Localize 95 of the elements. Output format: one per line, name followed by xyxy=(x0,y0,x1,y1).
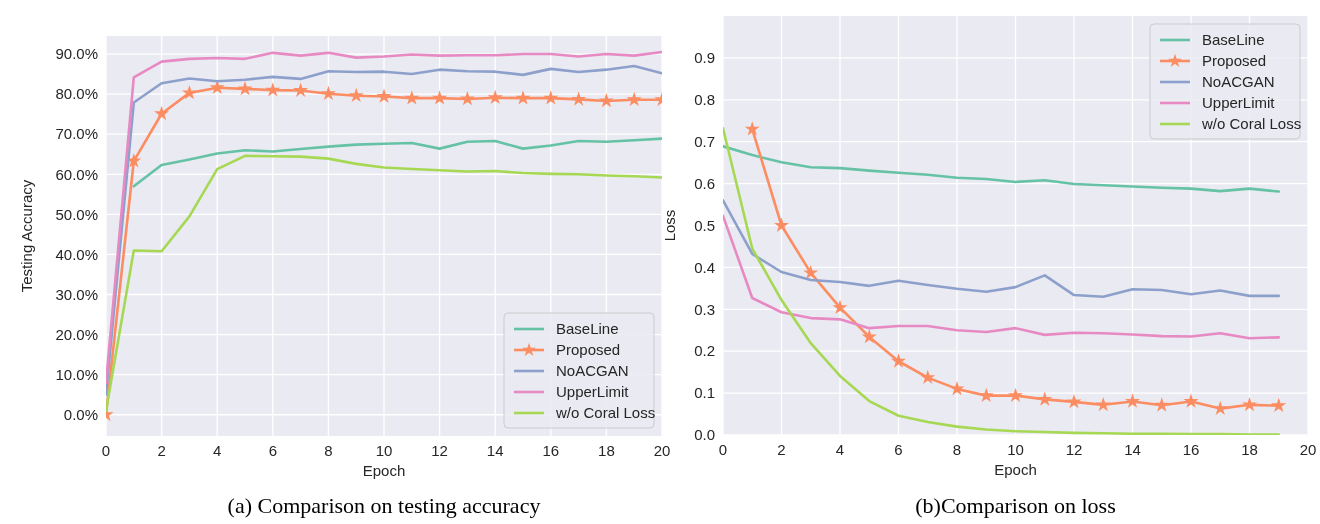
legend-label: w/o Coral Loss xyxy=(555,404,656,422)
legend-label: NoACGAN xyxy=(556,362,629,380)
x-tick-label: 0 xyxy=(101,442,111,459)
y-tick-label: 40.0% xyxy=(55,245,98,263)
x-tick-label: 18 xyxy=(1241,441,1258,458)
x-tick-label: 14 xyxy=(1124,441,1141,458)
point xyxy=(154,105,170,121)
point xyxy=(293,82,309,97)
y-tick-label: 0.9 xyxy=(694,49,715,67)
y-tick-label: 70.0% xyxy=(55,125,98,143)
x-tick-label: 16 xyxy=(542,442,560,459)
line-series xyxy=(132,137,662,188)
point xyxy=(744,121,760,136)
point xyxy=(890,353,907,368)
y-tick-label: 0.2 xyxy=(694,342,715,360)
point xyxy=(237,81,253,96)
legend-label: BaseLine xyxy=(1202,31,1265,49)
y-tick-label: 60.0% xyxy=(55,165,98,183)
x-tick-label: 12 xyxy=(431,442,448,459)
point xyxy=(571,91,587,106)
point xyxy=(949,381,965,396)
y-tick-label: 90.0% xyxy=(55,45,98,63)
point xyxy=(404,90,420,105)
x-tick-label: 6 xyxy=(268,442,277,459)
x-tick-label: 8 xyxy=(952,441,962,458)
y-tick-label: 0.1 xyxy=(694,384,715,402)
line-series xyxy=(723,145,1281,193)
x-tick-label: 10 xyxy=(375,442,393,459)
point xyxy=(543,90,559,105)
text: (a) Comparison on testing accuracy xyxy=(227,493,541,518)
x-tick-label: 4 xyxy=(213,442,222,459)
x-tick-label: 12 xyxy=(1065,441,1083,458)
legend-label: w/o Coral Loss xyxy=(1201,115,1302,133)
point xyxy=(920,369,936,384)
point xyxy=(1037,391,1053,406)
point xyxy=(320,85,336,101)
legend-label: BaseLine xyxy=(556,320,619,338)
x-axis-title: Epoch xyxy=(362,462,406,479)
point xyxy=(181,85,197,100)
y-tick-label: 0.6 xyxy=(694,174,715,192)
point xyxy=(598,93,614,108)
x-tick-label: 2 xyxy=(157,442,166,459)
y-tick-label: 0.4 xyxy=(694,258,715,276)
x-tick-label: 20 xyxy=(653,442,671,459)
point xyxy=(832,299,848,315)
point xyxy=(348,87,364,103)
y-tick-label: 0.0% xyxy=(63,406,98,424)
y-tick-label: 30.0% xyxy=(55,285,98,303)
y-axis-title: Testing Accuracy xyxy=(18,179,35,293)
point xyxy=(803,264,819,280)
point xyxy=(515,90,531,105)
point xyxy=(1271,397,1287,413)
x-tick-label: 10 xyxy=(1007,441,1024,458)
point xyxy=(861,329,877,344)
y-tick-label: 10.0% xyxy=(55,365,98,383)
point xyxy=(773,217,790,232)
y-axis-title: Loss xyxy=(661,209,678,242)
point xyxy=(432,90,448,105)
x-tick-label: 6 xyxy=(894,441,903,458)
x-tick-label: 18 xyxy=(598,442,615,459)
point xyxy=(487,89,503,105)
x-tick-label: 20 xyxy=(1299,441,1317,458)
y-tick-label: 0.7 xyxy=(694,132,715,150)
point xyxy=(626,91,642,107)
point xyxy=(1154,397,1170,412)
x-tick-label: 14 xyxy=(486,442,504,459)
x-tick-label: 16 xyxy=(1182,441,1200,458)
y-tick-label: 80.0% xyxy=(55,85,98,103)
y-tick-label: 0.5 xyxy=(694,216,715,234)
point xyxy=(1124,393,1141,408)
text: (b)Comparison on loss xyxy=(915,493,1116,518)
point xyxy=(376,88,392,103)
x-tick-label: 0 xyxy=(718,441,728,458)
x-tick-label: 4 xyxy=(835,441,845,458)
legend-label: UpperLimit xyxy=(1202,94,1276,112)
legend-label: NoACGAN xyxy=(1202,73,1275,91)
line-series xyxy=(723,199,1281,299)
legend-label: Proposed xyxy=(1202,52,1267,70)
y-tick-label: 20.0% xyxy=(55,325,98,343)
point xyxy=(459,91,475,106)
point xyxy=(1241,396,1258,412)
legend-label: Proposed xyxy=(556,341,621,359)
point xyxy=(1066,394,1082,409)
y-tick-label: 0.0 xyxy=(694,426,715,444)
y-tick-label: 0.8 xyxy=(694,91,715,109)
x-axis-title: Epoch xyxy=(994,461,1037,478)
point xyxy=(1183,393,1199,408)
y-tick-label: 50.0% xyxy=(55,205,98,223)
point xyxy=(1007,387,1024,402)
point xyxy=(1095,396,1111,412)
x-tick-label: 8 xyxy=(324,442,333,459)
x-tick-label: 2 xyxy=(777,441,786,458)
legend-label: UpperLimit xyxy=(556,383,630,401)
point xyxy=(265,82,281,97)
y-tick-label: 0.3 xyxy=(694,300,715,318)
